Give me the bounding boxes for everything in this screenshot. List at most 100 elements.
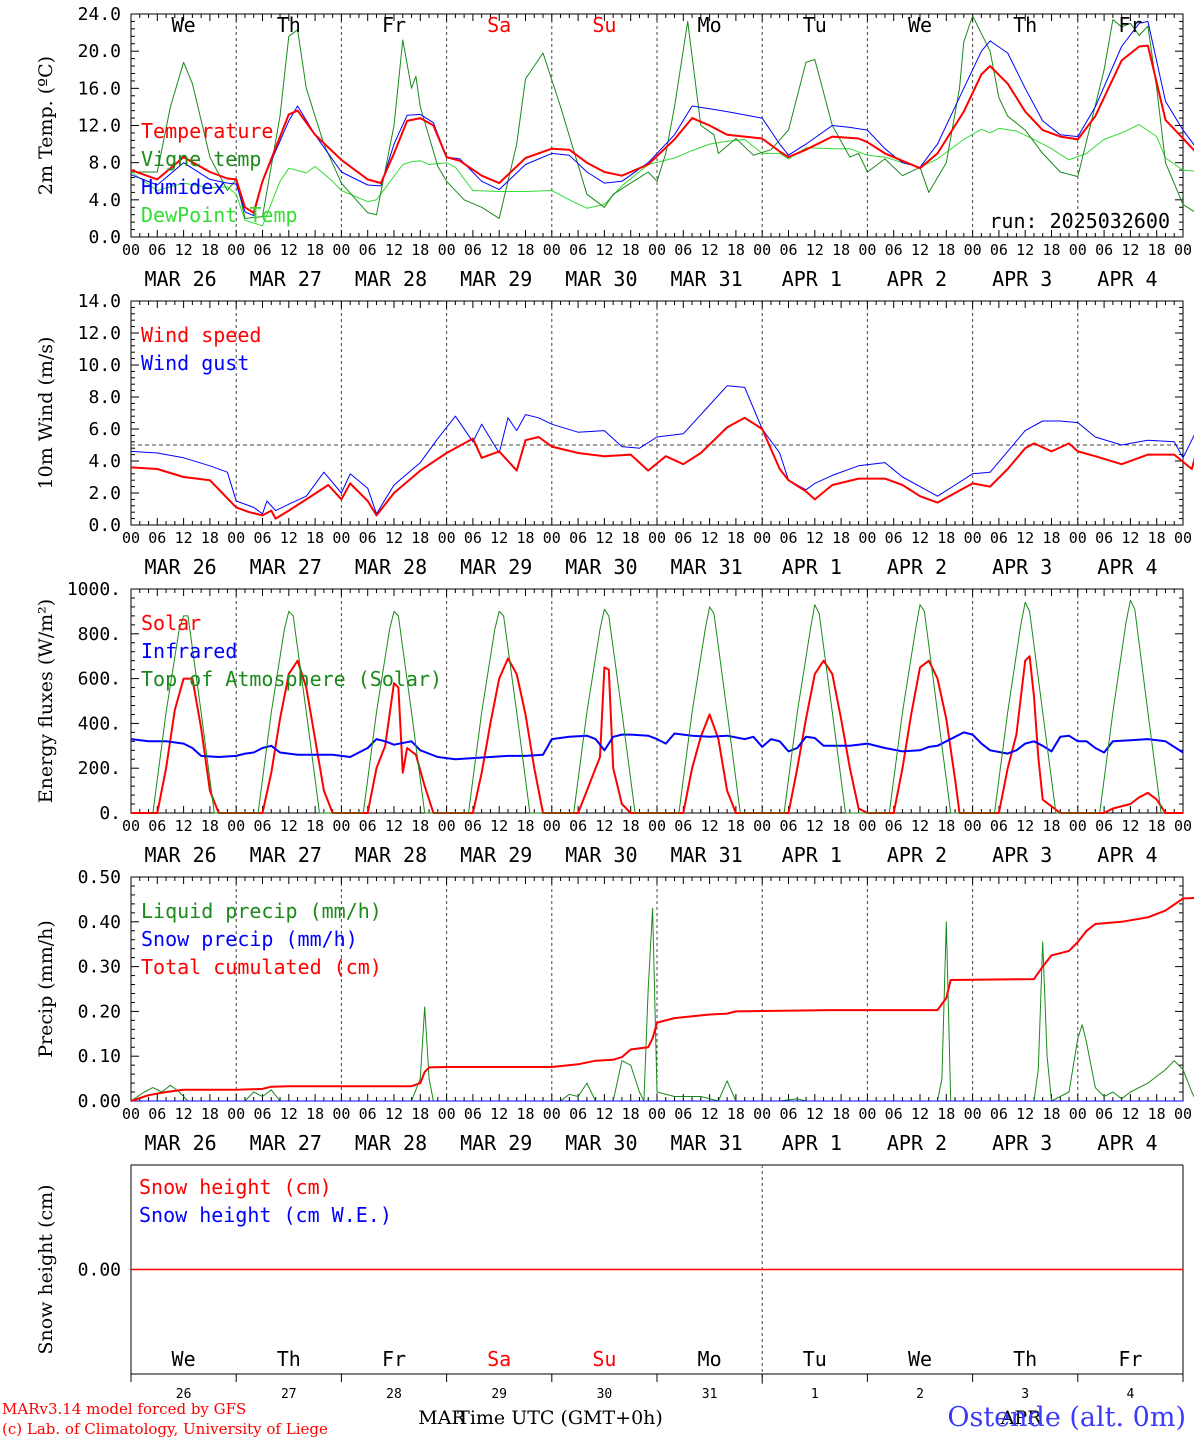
date-label: APR 3: [992, 555, 1052, 579]
hour-tick-label: 00: [122, 1105, 140, 1123]
date-label: MAR 30: [565, 555, 637, 579]
date-label: MAR 26: [144, 843, 216, 867]
date-label: APR 1: [782, 555, 842, 579]
hour-tick-label: 06: [990, 241, 1008, 259]
hour-tick-label: 12: [280, 241, 298, 259]
hour-tick-label: 18: [306, 817, 324, 835]
hour-tick-label: 00: [122, 529, 140, 547]
hour-tick-label: 06: [569, 241, 587, 259]
date-label: MAR 30: [565, 1131, 637, 1155]
hour-tick-label: 18: [622, 241, 640, 259]
hour-tick-label: 18: [1148, 817, 1166, 835]
legend-entry: Total cumulated (cm): [141, 955, 382, 979]
date-label: APR 2: [887, 267, 947, 291]
date-label: MAR 27: [250, 1131, 322, 1155]
hour-tick-label: 12: [280, 529, 298, 547]
hour-tick-label: 00: [1174, 241, 1192, 259]
footer-month-left: MAR: [418, 1407, 466, 1429]
y-tick-label: 4.0: [88, 190, 121, 211]
hour-tick-label: 00: [332, 529, 350, 547]
hour-tick-label: 12: [175, 1105, 193, 1123]
hour-tick-label: 00: [1174, 817, 1192, 835]
weekday-label: Su: [592, 1347, 616, 1371]
hour-tick-label: 12: [806, 1105, 824, 1123]
date-label: MAR 29: [460, 267, 532, 291]
date-label: MAR 27: [250, 843, 322, 867]
legend-entry: Wind speed: [141, 323, 261, 347]
series-solar: [131, 655, 1183, 814]
hour-tick-label: 06: [885, 241, 903, 259]
y-tick-label: 200.: [78, 758, 121, 779]
hour-tick-label: 06: [253, 241, 271, 259]
y-tick-label: 0.20: [78, 1001, 121, 1022]
weekday-label: Tu: [803, 1347, 827, 1371]
hour-tick-label: 00: [332, 241, 350, 259]
series-dewpoint-temp: [130, 124, 1194, 227]
hour-tick-label: 00: [227, 1105, 245, 1123]
date-label: MAR 29: [460, 555, 532, 579]
y-tick-label: 8.0: [88, 153, 121, 174]
hour-tick-label: 06: [464, 529, 482, 547]
hour-tick-label: 06: [253, 817, 271, 835]
hour-tick-label: 18: [1042, 529, 1060, 547]
y-axis-label: Snow height (cm): [35, 1184, 57, 1354]
date-label: MAR 29: [460, 1131, 532, 1155]
hour-tick-label: 00: [753, 817, 771, 835]
hour-tick-label: 06: [885, 1105, 903, 1123]
hour-tick-label: 00: [1069, 1105, 1087, 1123]
hour-tick-label: 00: [122, 241, 140, 259]
hour-tick-label: 00: [648, 817, 666, 835]
y-tick-label: 14.0: [78, 291, 121, 312]
hour-tick-label: 12: [806, 817, 824, 835]
footer-day-number: 2: [916, 1387, 924, 1402]
y-tick-label: 0.10: [78, 1046, 121, 1067]
y-tick-label: 6.0: [88, 419, 121, 440]
hour-tick-label: 12: [701, 241, 719, 259]
hour-tick-label: 00: [964, 817, 982, 835]
hour-tick-label: 18: [306, 1105, 324, 1123]
hour-tick-label: 00: [753, 1105, 771, 1123]
hour-tick-label: 18: [832, 241, 850, 259]
hour-tick-label: 06: [674, 817, 692, 835]
hour-tick-label: 06: [359, 529, 377, 547]
hour-tick-label: 12: [595, 817, 613, 835]
hour-tick-label: 00: [1069, 817, 1087, 835]
series-liquid-precip-mm-h: [130, 907, 1194, 1102]
hour-tick-label: 12: [806, 241, 824, 259]
date-label: MAR 28: [355, 1131, 427, 1155]
hour-tick-label: 06: [148, 241, 166, 259]
date-label: MAR 28: [355, 555, 427, 579]
date-label: MAR 27: [250, 267, 322, 291]
hour-tick-label: 18: [1042, 241, 1060, 259]
hour-tick-label: 12: [1016, 1105, 1034, 1123]
hour-tick-label: 12: [385, 529, 403, 547]
y-axis-label: Energy fluxes (W/m²): [35, 599, 57, 803]
date-label: MAR 30: [565, 843, 637, 867]
hour-tick-label: 18: [516, 241, 534, 259]
hour-tick-label: 00: [1069, 529, 1087, 547]
hour-tick-label: 12: [595, 1105, 613, 1123]
weekday-label: Fr: [1118, 1347, 1142, 1371]
hour-tick-label: 06: [253, 529, 271, 547]
hour-tick-label: 18: [1148, 1105, 1166, 1123]
hour-tick-label: 06: [148, 817, 166, 835]
date-label: MAR 26: [144, 555, 216, 579]
y-tick-label: 400.: [78, 713, 121, 734]
hour-tick-label: 18: [201, 241, 219, 259]
y-tick-label: 0.00: [78, 1260, 121, 1281]
legend-entry: Snow height (cm W.E.): [139, 1203, 392, 1227]
hour-tick-label: 06: [464, 817, 482, 835]
x-axis-label: Time UTC (GMT+0h): [457, 1407, 663, 1429]
series-wind-speed: [130, 416, 1194, 520]
date-label: MAR 31: [670, 267, 742, 291]
hour-tick-label: 06: [990, 817, 1008, 835]
hour-tick-label: 12: [280, 1105, 298, 1123]
date-label: APR 3: [992, 1131, 1052, 1155]
legend-entry: Top of Atmosphere (Solar): [141, 667, 442, 691]
hour-tick-label: 00: [438, 529, 456, 547]
hour-tick-label: 12: [1121, 817, 1139, 835]
hour-tick-label: 18: [727, 529, 745, 547]
hour-tick-label: 12: [175, 529, 193, 547]
date-label: MAR 27: [250, 555, 322, 579]
weekday-label: Fr: [1118, 13, 1142, 37]
